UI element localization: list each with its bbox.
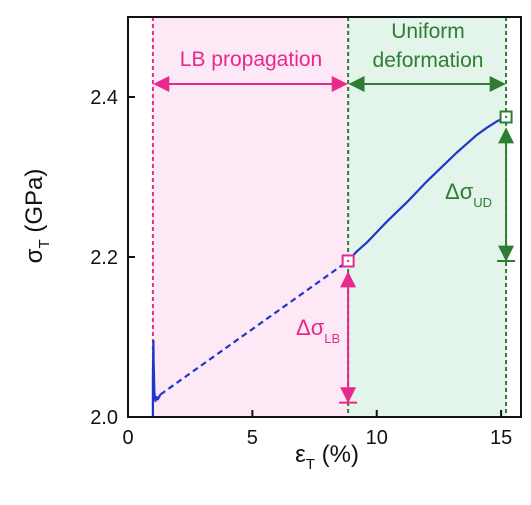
region-shade-1 [348, 17, 507, 417]
x-axis-unit: (%) [315, 441, 359, 468]
y-axis-symbol: σ [21, 248, 48, 263]
delta-sigma-ud-subscript: UD [473, 195, 492, 210]
data-series-1 [159, 260, 349, 396]
plot-frame [127, 16, 522, 418]
x-tick-label-3: 15 [490, 427, 512, 449]
delta-sigma-ud-symbol: Δσ [445, 179, 474, 204]
x-axis-subscript: T [306, 456, 315, 473]
data-series-2 [347, 116, 507, 262]
region-shade-0 [152, 17, 349, 417]
annotation-layer [339, 110, 516, 404]
y-axis-label: σT (GPa) [21, 169, 53, 264]
lb-propagation-label: LB propagation [180, 48, 322, 71]
x-axis-symbol: ε [295, 441, 306, 468]
x-axis-label: εT (%) [295, 441, 359, 473]
y-tick-label-1: 2.2 [90, 247, 118, 269]
y-tick-label-2: 2.4 [90, 87, 118, 109]
y-tick-label-0: 2.0 [90, 407, 118, 429]
x-tick-label-1: 5 [247, 427, 258, 449]
x-tick-label-0: 0 [122, 427, 133, 449]
series-layer [151, 116, 507, 417]
y-axis-unit: (GPa) [21, 169, 48, 240]
y-axis-subscript: T [36, 239, 53, 248]
delta-sigma-lb-subscript: LB [324, 331, 340, 346]
delta-sigma-lb-label: ΔσLB [296, 315, 340, 346]
uniform-label-line2: deformation [373, 49, 484, 72]
uniform-label-line1: Uniform [391, 20, 465, 43]
square-marker-dot-0 [346, 259, 350, 263]
x-tick-label-2: 10 [366, 427, 388, 449]
delta-sigma-lb-symbol: Δσ [296, 315, 325, 340]
regions-layer [151, 17, 508, 417]
data-series-0 [151, 339, 162, 417]
delta-sigma-ud-label: ΔσUD [445, 179, 492, 210]
axes-layer: 0 5 10 15 2.0 2.2 2.4 [90, 16, 522, 449]
square-marker-dot-1 [504, 115, 508, 119]
